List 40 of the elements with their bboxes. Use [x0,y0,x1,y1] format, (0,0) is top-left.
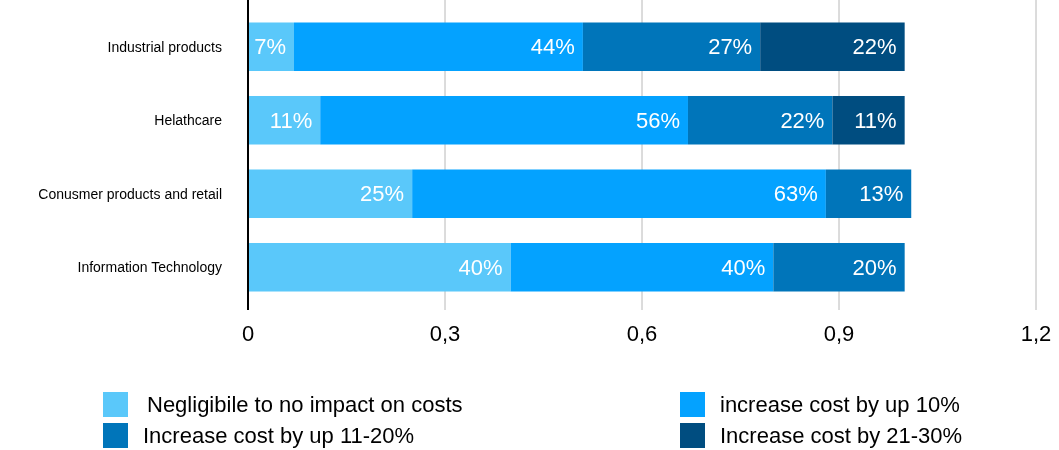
legend-label: Negligibile to no impact on costs [147,391,463,417]
legend-label: Increase cost by up 11-20% [143,422,415,448]
data-label: 22% [852,34,897,60]
bar [248,169,413,219]
y-tick-label: Helathcare [154,112,223,129]
data-label: 13% [859,181,904,207]
y-tick-label: Conusmer products and retail [38,185,222,202]
bar [248,243,511,292]
bar [320,96,688,145]
data-label: 40% [458,254,503,280]
data-label: 7% [254,34,286,60]
data-label: 63% [773,181,818,207]
data-label: 20% [852,254,897,280]
x-tick-label: 0 [241,320,255,346]
data-label: 56% [635,107,680,133]
bar [832,96,905,145]
bar [687,96,833,145]
data-label: 25% [360,181,405,207]
bar [825,169,912,219]
data-label: 44% [530,34,575,60]
legend-label: Increase cost by 21-30% [720,422,963,448]
bar [773,243,905,292]
bar [760,22,905,72]
data-label: 11% [854,107,897,133]
bar [293,22,583,72]
bar [510,243,774,292]
legend-label: increase cost by up 10% [720,391,960,417]
y-tick-label: Information Technology [77,259,222,276]
x-tick-label: 0,6 [626,320,658,346]
data-label: 11% [269,107,313,133]
x-tick-label: 1,2 [1020,320,1052,346]
x-tick-label: 0,3 [429,320,461,346]
bar [412,169,826,219]
data-label: 22% [780,107,825,133]
data-label: 40% [721,254,766,280]
bar [248,96,321,145]
y-tick-label: Industrial products [107,38,222,55]
x-tick-label: 0,9 [823,320,855,346]
data-label: 27% [708,34,753,60]
bar [582,22,761,72]
